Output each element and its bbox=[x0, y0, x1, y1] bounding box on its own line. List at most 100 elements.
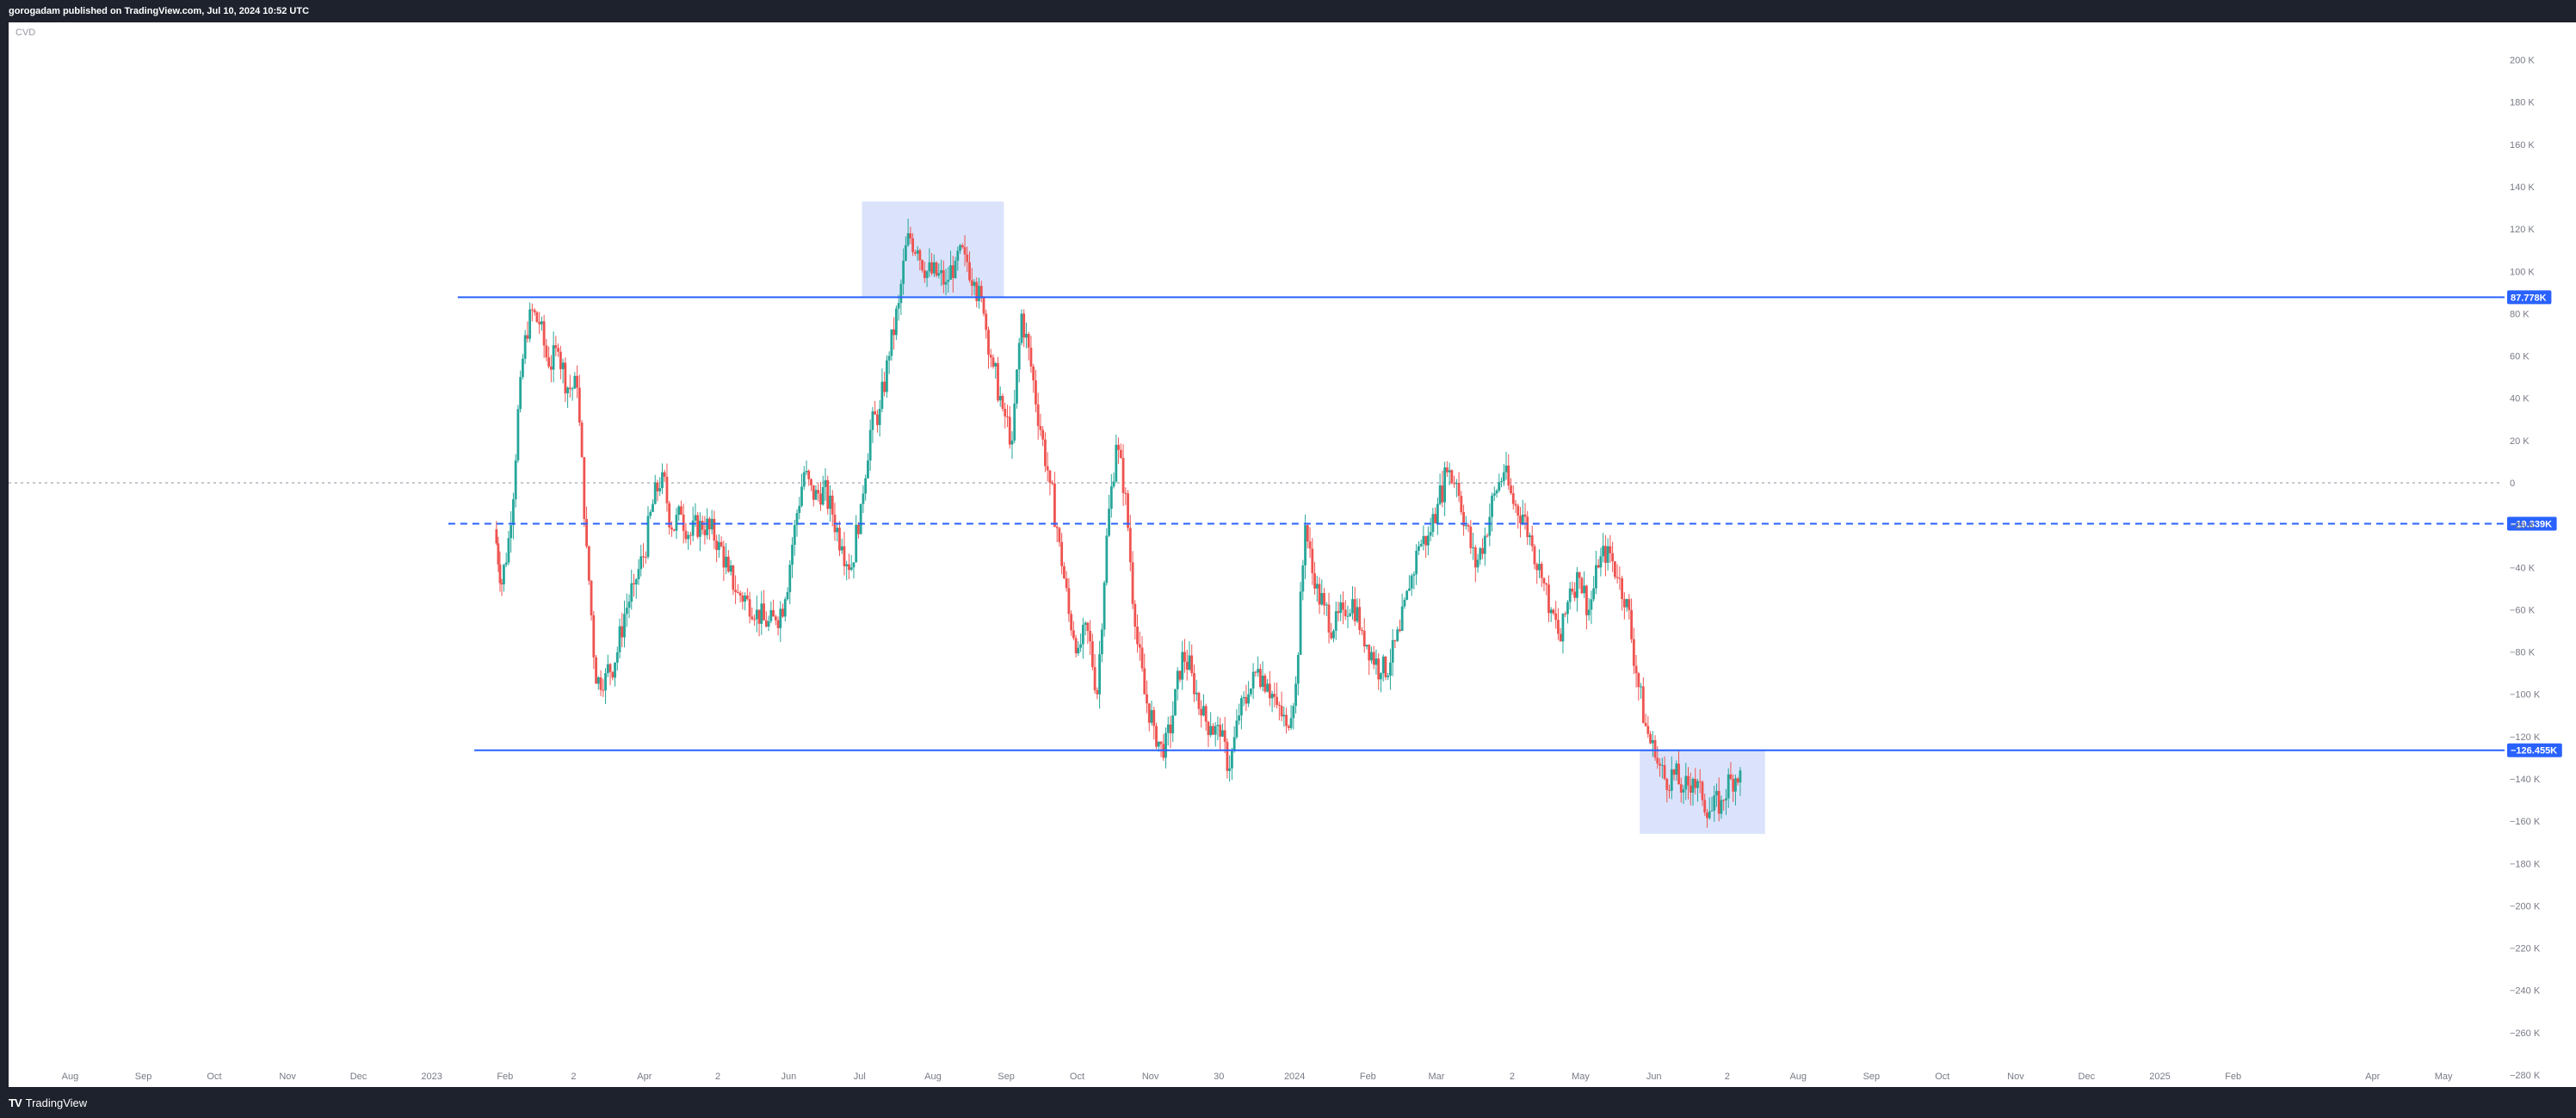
candle-body bbox=[1098, 654, 1101, 695]
candle bbox=[1155, 722, 1158, 750]
candle-body bbox=[500, 583, 503, 584]
y-tick-label: −80 K bbox=[2510, 648, 2536, 658]
candle bbox=[1041, 426, 1045, 447]
candle-body bbox=[1523, 514, 1527, 517]
candle-body bbox=[503, 565, 505, 584]
candle-body bbox=[1511, 492, 1515, 504]
candle-body bbox=[608, 664, 612, 672]
candle bbox=[557, 343, 560, 357]
candle bbox=[1602, 533, 1605, 563]
candle-body bbox=[595, 657, 597, 684]
x-tick-label: Nov bbox=[279, 1072, 296, 1082]
candle bbox=[802, 466, 806, 491]
candle bbox=[1557, 608, 1560, 640]
candle bbox=[932, 254, 936, 277]
cvd-chart[interactable]: 87.778K −19.339K −126.455K 200 K 180 K 160 K… bbox=[9, 22, 2576, 1087]
x-tick-label: Dec bbox=[2079, 1072, 2096, 1082]
candle-body bbox=[1606, 546, 1609, 563]
candle-body bbox=[751, 616, 754, 620]
candle bbox=[855, 515, 858, 563]
candle bbox=[552, 331, 555, 383]
candle-body bbox=[1270, 694, 1274, 699]
candle bbox=[890, 329, 893, 361]
candle bbox=[883, 371, 886, 397]
candle-body bbox=[519, 377, 522, 410]
chart-area[interactable]: 87.778K −19.339K −126.455K 200 K 180 K 160 K… bbox=[9, 22, 2576, 1087]
candle-body bbox=[1445, 467, 1449, 473]
candle bbox=[1717, 777, 1720, 822]
candle bbox=[1377, 653, 1381, 690]
candle bbox=[1384, 655, 1387, 681]
candle-body bbox=[772, 609, 775, 617]
candle bbox=[985, 309, 988, 339]
candle-body bbox=[1332, 631, 1335, 639]
candle-body bbox=[1105, 535, 1109, 584]
candle bbox=[715, 534, 719, 563]
candle-body bbox=[1212, 726, 1214, 735]
candle bbox=[1183, 639, 1186, 673]
candle bbox=[1247, 681, 1251, 707]
candle bbox=[1270, 690, 1274, 713]
candle bbox=[1710, 796, 1714, 812]
candle bbox=[1232, 726, 1236, 753]
candle bbox=[726, 550, 730, 573]
candle bbox=[989, 349, 992, 368]
candle bbox=[1006, 405, 1009, 428]
candle-body bbox=[963, 247, 967, 255]
candle-body bbox=[1055, 527, 1059, 528]
candle-body bbox=[937, 273, 941, 276]
candle-body bbox=[1195, 693, 1198, 695]
candle-body bbox=[1590, 599, 1593, 610]
tradingview-logo[interactable]: TV TradingView bbox=[9, 1096, 87, 1109]
candle bbox=[535, 311, 539, 323]
candle bbox=[1703, 794, 1707, 816]
candle-body bbox=[1143, 668, 1146, 695]
candle bbox=[1055, 522, 1059, 542]
candle bbox=[1249, 688, 1252, 697]
tradingview-brand-name: TradingView bbox=[25, 1096, 88, 1109]
candle-body bbox=[1096, 690, 1099, 695]
candle bbox=[1491, 492, 1493, 532]
candle bbox=[1659, 758, 1661, 777]
candle bbox=[864, 474, 868, 501]
candle bbox=[1609, 534, 1612, 564]
candle-body bbox=[533, 310, 536, 312]
candle bbox=[1381, 654, 1385, 682]
candle-body bbox=[623, 614, 626, 638]
candle bbox=[1441, 471, 1444, 508]
candle-body bbox=[1729, 774, 1733, 779]
candle-body bbox=[1542, 578, 1546, 584]
x-tick-label: Aug bbox=[924, 1072, 942, 1082]
candle bbox=[661, 463, 664, 494]
candle bbox=[1159, 741, 1163, 757]
candle-body bbox=[1486, 535, 1489, 537]
candle-body bbox=[1221, 730, 1224, 737]
candle-body bbox=[1041, 429, 1045, 440]
candle bbox=[1424, 535, 1428, 559]
candle bbox=[1337, 601, 1340, 622]
candle bbox=[625, 593, 628, 627]
candle bbox=[1065, 571, 1068, 592]
candle bbox=[689, 531, 692, 546]
candle-body bbox=[661, 472, 664, 489]
candle-body bbox=[1391, 639, 1394, 663]
candle-body bbox=[1460, 496, 1463, 513]
candle bbox=[885, 355, 888, 398]
candle-body bbox=[675, 515, 678, 531]
candle bbox=[1093, 653, 1096, 694]
candle-body bbox=[975, 281, 979, 301]
x-tick-label: 2 bbox=[715, 1072, 720, 1082]
candle bbox=[1020, 309, 1023, 346]
candle bbox=[538, 312, 541, 334]
candle-body bbox=[578, 387, 581, 423]
candle-body bbox=[928, 262, 931, 272]
candle bbox=[1583, 571, 1586, 598]
candle bbox=[510, 510, 513, 553]
candle bbox=[979, 281, 983, 303]
candle-body bbox=[1659, 763, 1661, 766]
candle-body bbox=[1727, 774, 1730, 799]
candle bbox=[573, 372, 577, 389]
candle-body bbox=[652, 503, 654, 512]
candle-body bbox=[817, 490, 820, 494]
x-tick-label: Apr bbox=[2365, 1072, 2380, 1082]
